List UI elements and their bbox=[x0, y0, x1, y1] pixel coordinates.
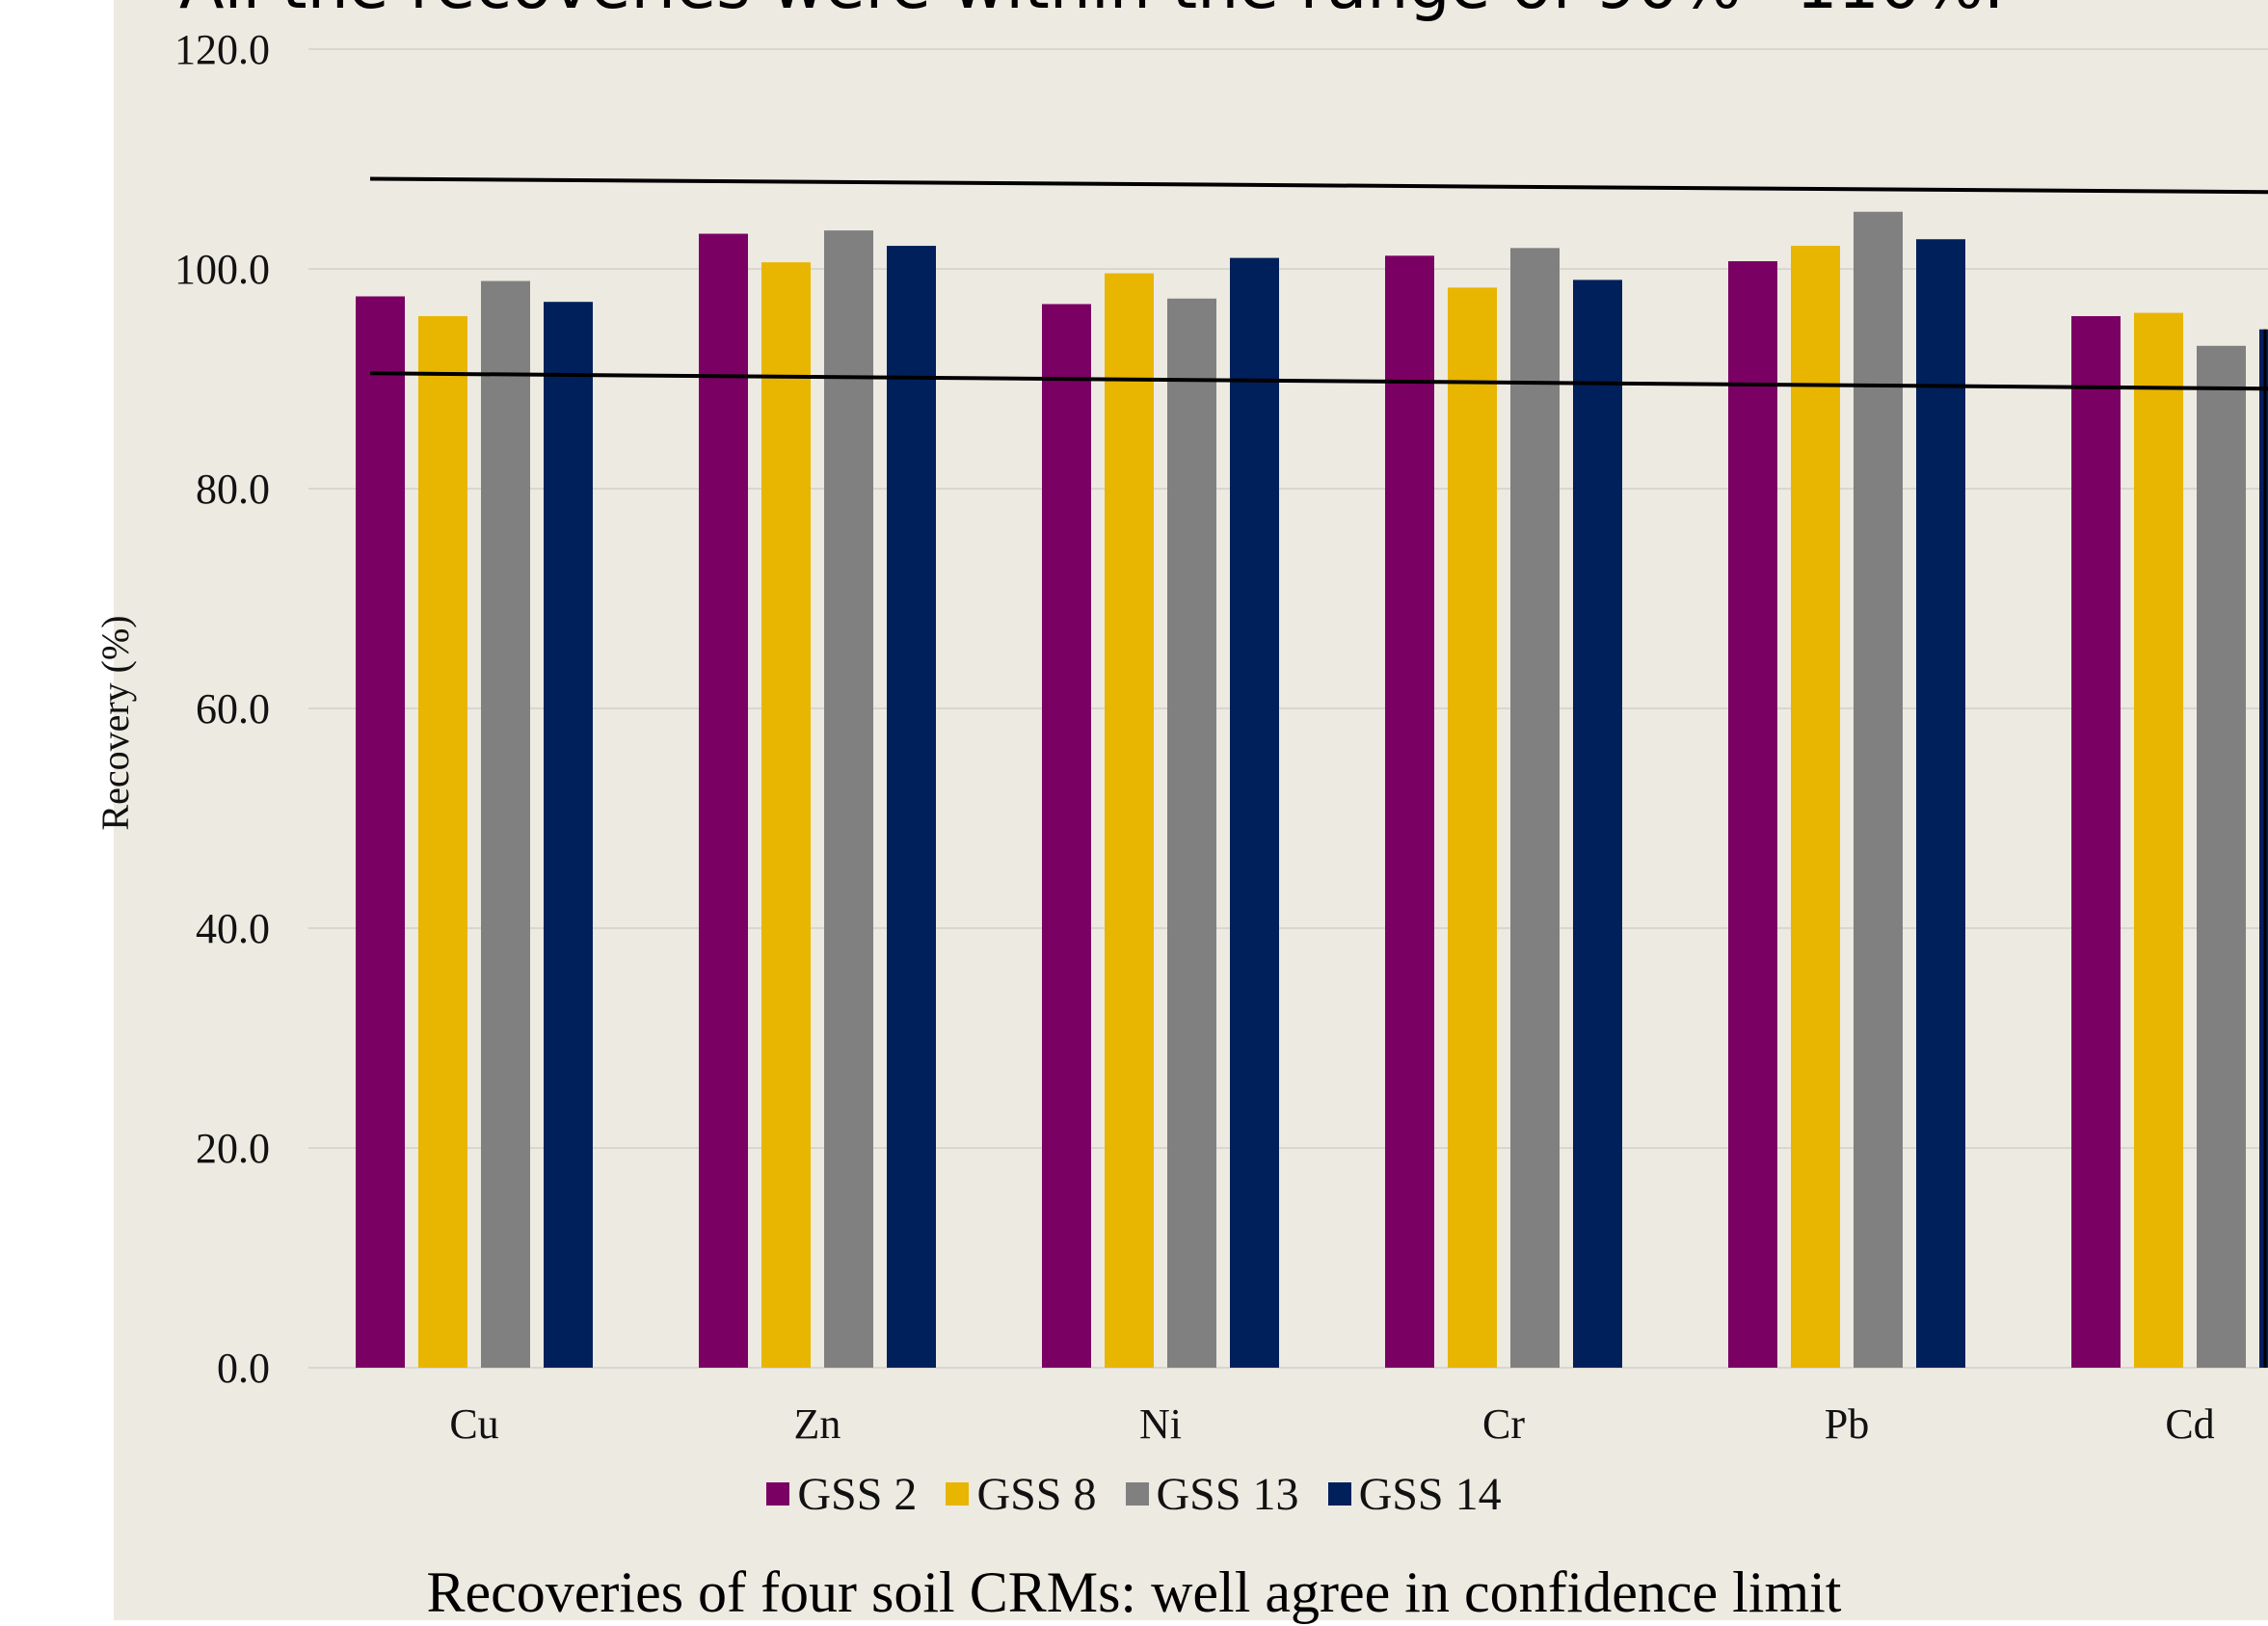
y-tick-label: 40.0 bbox=[196, 905, 270, 952]
bar bbox=[1916, 239, 1965, 1369]
x-category-label: Zn bbox=[794, 1400, 841, 1448]
y-tick-label: 0.0 bbox=[217, 1345, 270, 1392]
gridlines bbox=[308, 48, 2268, 1369]
legend-label: GSS 13 bbox=[1156, 1468, 1299, 1520]
bar bbox=[1230, 257, 1279, 1369]
bar bbox=[2197, 345, 2246, 1368]
legend-label: GSS 2 bbox=[797, 1468, 918, 1520]
y-tick-label: 120.0 bbox=[174, 26, 270, 73]
bar bbox=[2071, 316, 2121, 1368]
bar bbox=[1728, 261, 1777, 1368]
bar bbox=[887, 246, 936, 1368]
bar bbox=[1573, 280, 1622, 1368]
chart-legend: GSS 2 GSS 8 GSS 13 GSS 14 bbox=[0, 1465, 2268, 1523]
bar bbox=[1448, 287, 1497, 1368]
bar bbox=[1854, 211, 1903, 1369]
legend-swatch bbox=[1327, 1482, 1351, 1506]
slide-caption: Recoveries of four soil CRMs: well agree… bbox=[426, 1560, 1842, 1624]
y-axis-ticks: 0.0 20.0 40.0 60.0 80.0 100.0 120.0 bbox=[174, 26, 270, 1392]
bar bbox=[481, 280, 530, 1368]
legend-item: GSS 2 bbox=[766, 1468, 917, 1521]
x-category-label: Cr bbox=[1482, 1400, 1525, 1448]
annotation-line bbox=[369, 176, 2268, 195]
bar bbox=[1042, 304, 1091, 1369]
bar bbox=[699, 233, 748, 1368]
legend-item: GSS 14 bbox=[1327, 1468, 1502, 1521]
y-axis-title: Recovery (%) bbox=[93, 615, 137, 830]
bar bbox=[418, 316, 467, 1368]
x-axis-categories: Cu Zn Ni Cr Pb Cd bbox=[449, 1400, 2214, 1448]
x-category-label: Pb bbox=[1825, 1400, 1869, 1448]
legend-label: GSS 14 bbox=[1358, 1468, 1502, 1520]
annotation-lines bbox=[369, 176, 2268, 1368]
bar bbox=[761, 262, 811, 1368]
bar bbox=[1510, 248, 1560, 1369]
x-category-label: Cd bbox=[2165, 1400, 2214, 1448]
legend-item: GSS 8 bbox=[946, 1468, 1097, 1521]
bar bbox=[1105, 273, 1154, 1368]
legend-swatch bbox=[946, 1482, 970, 1506]
y-tick-label: 60.0 bbox=[196, 685, 270, 733]
x-category-label: Ni bbox=[1139, 1400, 1182, 1448]
bar bbox=[544, 302, 593, 1369]
bars bbox=[356, 211, 2268, 1369]
legend-label: GSS 8 bbox=[976, 1468, 1097, 1520]
legend-swatch bbox=[766, 1482, 790, 1506]
slide-title: All the recoveries were within the range… bbox=[179, 0, 2004, 19]
y-tick-label: 80.0 bbox=[196, 466, 270, 513]
bar bbox=[356, 296, 405, 1368]
y-tick-label: 20.0 bbox=[196, 1125, 270, 1172]
bar bbox=[824, 230, 873, 1369]
bar bbox=[1385, 255, 1434, 1368]
x-category-label: Cu bbox=[449, 1400, 498, 1448]
bar bbox=[1791, 246, 1840, 1368]
legend-item: GSS 13 bbox=[1125, 1468, 1299, 1521]
bar bbox=[1167, 298, 1216, 1368]
legend-swatch bbox=[1125, 1482, 1149, 1506]
annotation-line bbox=[369, 371, 2268, 391]
bar bbox=[2134, 312, 2183, 1369]
y-tick-label: 100.0 bbox=[174, 246, 270, 293]
